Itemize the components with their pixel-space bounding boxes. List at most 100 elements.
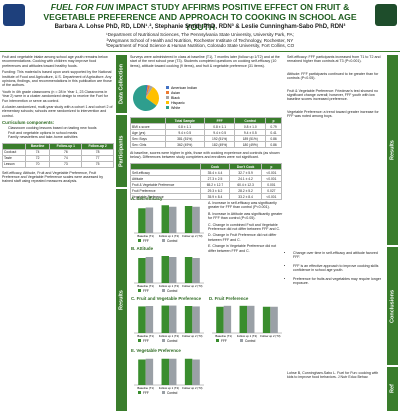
legend-swatch: [162, 391, 165, 394]
bar: [138, 306, 146, 333]
paragraph: Vegetable Preference: a trend toward gre…: [287, 109, 379, 119]
note: B. Increase in Attitude was significantl…: [208, 211, 283, 221]
note: C. Change in combined Fruit and Vegetabl…: [208, 222, 281, 232]
results-text: Self-efficacy: FFF participants increase…: [287, 55, 385, 127]
cell: Lesson: [2, 160, 26, 168]
bar-chart: C. Fruit and Vegetable Preference Baselin…: [131, 296, 204, 343]
bar: [270, 306, 278, 333]
bar: [161, 256, 169, 283]
logo: [3, 4, 25, 26]
legend-label: FFF: [143, 239, 149, 243]
paragraph: Surveys were administered in class at ba…: [130, 55, 280, 68]
x-tick-label: Baseline (T1): [137, 234, 154, 238]
legend-swatch: [162, 339, 165, 342]
paragraph: Fruit and vegetable intake among school …: [2, 55, 108, 68]
cell: 33.2 ± 8.4: [229, 193, 262, 200]
legend-swatch: [138, 391, 141, 394]
bar: [161, 205, 169, 233]
paragraph: Attitude: FFF participants continued to …: [287, 71, 379, 81]
legend-label: Black: [171, 96, 180, 100]
x-tick-label: Baseline (T1): [137, 334, 154, 338]
bar: [138, 258, 146, 283]
section-label: Results: [387, 55, 398, 245]
legend-label: Asian: [171, 91, 180, 95]
legend-label: Control: [245, 339, 256, 343]
legend-label: Hispanic: [171, 101, 185, 105]
section-label: Results: [116, 189, 127, 411]
bullet: Family newsletters and take-home activit…: [8, 135, 114, 139]
cell: 182 (49%): [203, 141, 236, 148]
right-column: Results Conclusions Ref Self-efficacy: FFF …: [287, 55, 399, 411]
note: E. Change in Vegetable Preference did no…: [208, 244, 277, 253]
bar: [169, 257, 177, 283]
legend-label: American Indian: [171, 86, 197, 90]
chart-title: D. Fruit Preference: [209, 296, 249, 301]
bar: [145, 207, 154, 233]
note: A. Increase in self-efficacy was signifi…: [208, 201, 277, 210]
cell: 75: [81, 160, 114, 168]
bar: [161, 305, 169, 333]
legend-swatch: [216, 339, 219, 342]
bar: [239, 305, 247, 333]
title: FUEL FOR FUN IMPACT STUDY AFFIRMS POSITI…: [28, 2, 372, 32]
bar-chart: A. Self-efficacy Baseline (T1) Follow up 1…: [131, 196, 204, 243]
paragraph: At baseline, scores were higher in girls…: [130, 151, 280, 160]
pie-slice: [146, 85, 148, 98]
left-column: Fruit and vegetable intake among school …: [2, 55, 114, 411]
cell: 73: [49, 160, 83, 168]
table: Baseline Follow-up 1 Follow-up 2 Cookout 74 7…: [2, 142, 114, 168]
bar: [161, 358, 169, 385]
bullet: Change over time in self-efficacy and at…: [293, 251, 385, 260]
pie-slice: [146, 87, 159, 106]
paragraph: Youth in 4th grade classrooms (n = 28 in…: [2, 89, 108, 103]
legend-swatch: [138, 239, 141, 242]
affiliation: ³Department of Food Science & Human Nutr…: [105, 43, 295, 49]
bar-chart: B. Attitude Baseline (T1) Follow up 1 (T2)…: [131, 246, 204, 293]
x-tick-label: Baseline (T1): [215, 334, 232, 338]
title-italic: FUEL FOR FUN: [50, 2, 114, 12]
cell: Sex: Girls: [130, 141, 166, 148]
affiliations: ¹Department of Nutritional Sciences, The…: [28, 32, 372, 49]
title-rest: IMPACT STUDY AFFIRMS POSITIVE EFFECT ON …: [43, 2, 357, 32]
section-label: Participants: [116, 115, 127, 187]
bar: [169, 305, 177, 333]
bar: [138, 359, 146, 385]
affiliation: ²Wegmans School of Health and Nutrition,…: [106, 37, 294, 43]
bar: [192, 306, 200, 333]
bar: [145, 257, 154, 283]
results-table: Cook Don't Cook p Self-efficacy 35.4 ± 4.4 32…: [130, 163, 283, 200]
cell: 362 (49%): [164, 141, 205, 148]
x-tick-label: Baseline (T1): [137, 386, 154, 390]
x-tick-label: Follow up 1 (T2): [159, 386, 179, 390]
bar: [184, 358, 193, 385]
x-tick-label: Follow up 2 (T3): [182, 334, 202, 338]
bar: [169, 358, 177, 385]
x-tick-label: Follow up 1 (T2): [159, 334, 179, 338]
table: Total Sample FFF Control p BMI z-score 0.8 ± …: [130, 117, 282, 148]
chart-title: A. Self-efficacy: [131, 196, 163, 201]
heading: Curriculum components:: [2, 120, 55, 126]
bar-chart: D. Fruit Preference Baseline (T1) Follow u…: [209, 296, 282, 343]
x-tick-label: Follow up 1 (T2): [159, 234, 179, 238]
bar: [192, 359, 200, 385]
bar: [216, 306, 224, 333]
header: FUEL FOR FUN IMPACT STUDY AFFIRMS POSITI…: [0, 0, 400, 52]
chart-title: B. Attitude: [131, 246, 154, 251]
legend-swatch: [166, 96, 169, 99]
bullet: Classroom cooking lessons based on tasti…: [8, 126, 114, 130]
legend-label: FFF: [143, 391, 149, 395]
reference: Lohse B, Cunningham-Sabo L. Fuel for Fun…: [287, 371, 379, 380]
bar: [169, 206, 177, 233]
table-header: Cook Don't Cook p: [130, 163, 283, 170]
legend-label: FFF: [143, 289, 149, 293]
bar: [145, 306, 154, 333]
bar: [262, 306, 271, 333]
bar: [192, 206, 200, 233]
bar: [184, 257, 193, 283]
x-tick-label: Follow up 1 (T2): [159, 284, 179, 288]
table-row: Lesson 70 73 75: [2, 160, 114, 168]
table-row: Vegetable Preference 35.9 ± 8.4 33.2 ± 8.4…: [130, 193, 283, 200]
legend-swatch: [162, 239, 165, 242]
